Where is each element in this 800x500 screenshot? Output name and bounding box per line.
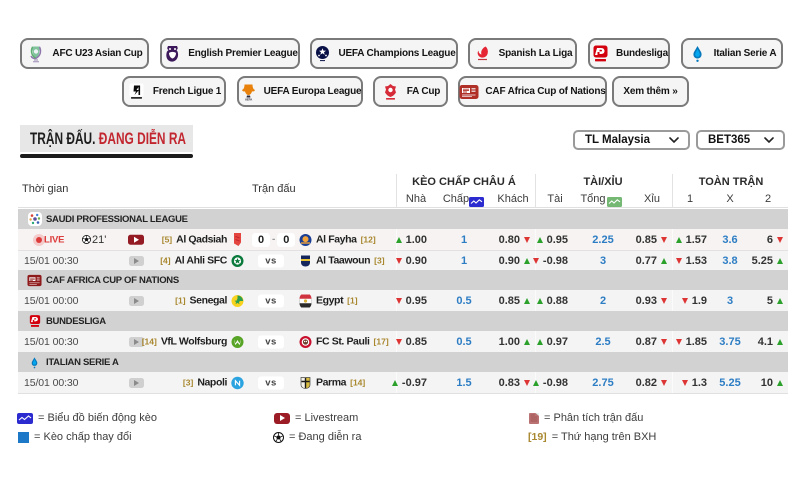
svg-text:UEFA: UEFA bbox=[245, 97, 253, 101]
